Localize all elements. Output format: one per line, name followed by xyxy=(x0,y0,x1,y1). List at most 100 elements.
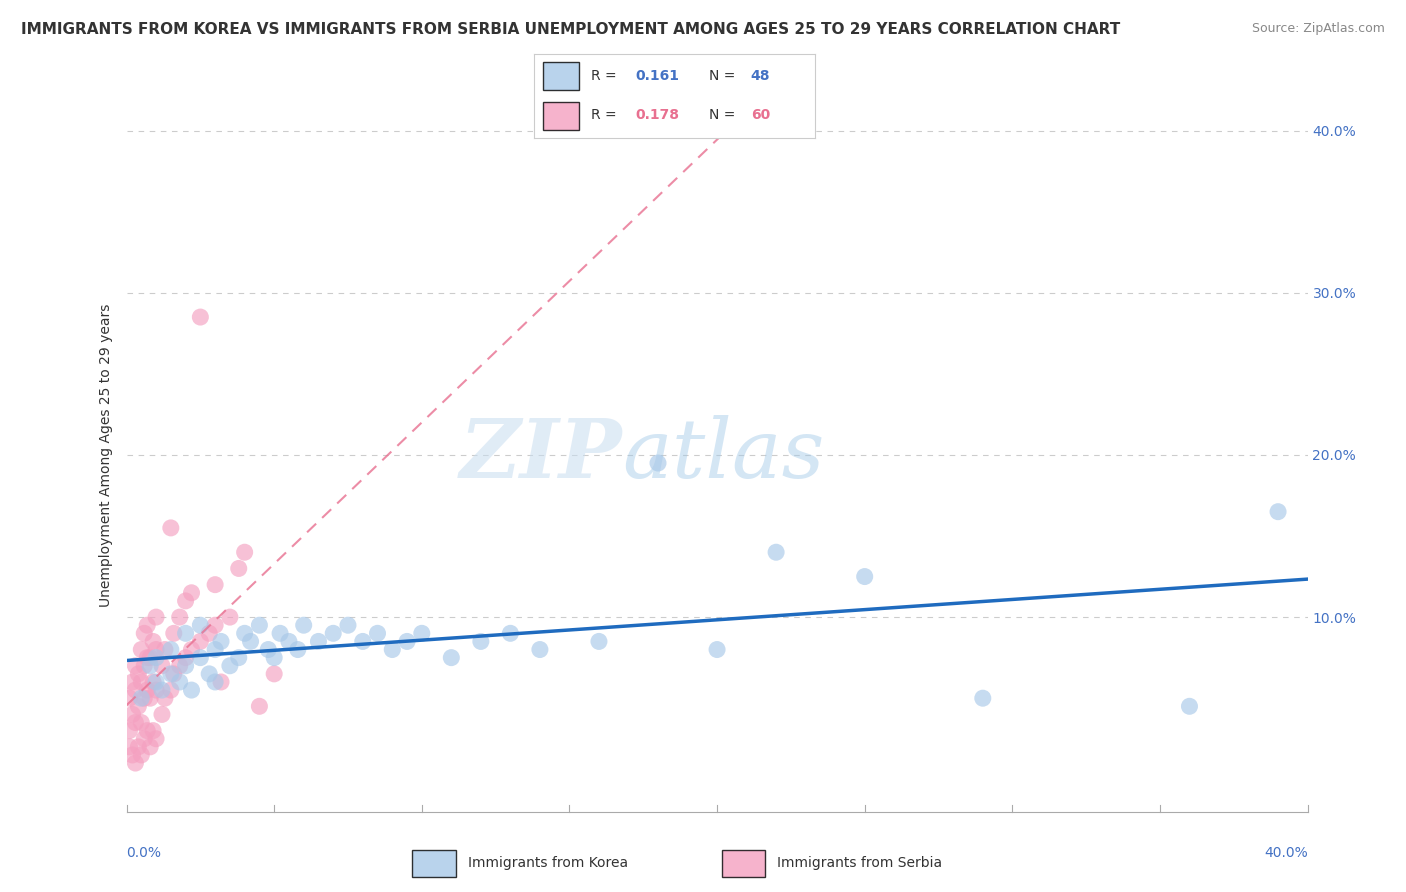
Point xyxy=(706,642,728,657)
Text: IMMIGRANTS FROM KOREA VS IMMIGRANTS FROM SERBIA UNEMPLOYMENT AMONG AGES 25 TO 29: IMMIGRANTS FROM KOREA VS IMMIGRANTS FROM… xyxy=(21,22,1121,37)
Point xyxy=(159,683,183,698)
Point xyxy=(263,650,285,665)
Point xyxy=(247,618,270,632)
Text: 48: 48 xyxy=(751,69,770,83)
Point xyxy=(228,650,250,665)
Point xyxy=(470,634,492,648)
Point xyxy=(127,666,149,681)
Point xyxy=(153,691,176,706)
Point xyxy=(257,642,280,657)
Point xyxy=(180,642,202,657)
Point xyxy=(139,658,162,673)
Point xyxy=(169,610,191,624)
Point xyxy=(1267,505,1289,519)
Text: N =: N = xyxy=(709,69,740,83)
Point xyxy=(174,626,197,640)
Point xyxy=(239,634,262,648)
Point xyxy=(247,699,270,714)
Point xyxy=(124,715,146,730)
Text: atlas: atlas xyxy=(623,415,825,495)
Point xyxy=(588,634,610,648)
Point xyxy=(121,675,143,690)
Text: N =: N = xyxy=(709,109,740,122)
Text: Source: ZipAtlas.com: Source: ZipAtlas.com xyxy=(1251,22,1385,36)
Point xyxy=(129,715,153,730)
Point xyxy=(129,675,153,690)
Point xyxy=(136,650,159,665)
Point xyxy=(139,650,162,665)
Point xyxy=(204,618,226,632)
Point xyxy=(529,642,551,657)
Point xyxy=(169,658,191,673)
Point xyxy=(269,626,291,640)
Point xyxy=(145,650,167,665)
Point xyxy=(163,626,186,640)
Point xyxy=(163,666,186,681)
Point xyxy=(139,739,162,754)
Point xyxy=(136,618,159,632)
Point xyxy=(145,642,167,657)
Point xyxy=(366,626,388,640)
FancyBboxPatch shape xyxy=(543,62,579,90)
Point xyxy=(287,642,309,657)
Point xyxy=(150,683,173,698)
Point xyxy=(129,691,153,706)
Point xyxy=(972,691,994,706)
Point xyxy=(853,569,876,583)
Point xyxy=(765,545,787,559)
Text: 0.0%: 0.0% xyxy=(127,847,162,860)
Text: 0.161: 0.161 xyxy=(636,69,679,83)
Point xyxy=(233,545,256,559)
Point xyxy=(396,634,419,648)
Point xyxy=(198,666,221,681)
Point xyxy=(142,723,165,738)
Text: 40.0%: 40.0% xyxy=(1264,847,1308,860)
Point xyxy=(134,626,156,640)
Point xyxy=(118,739,141,754)
Point xyxy=(145,610,167,624)
Point xyxy=(188,634,211,648)
Point xyxy=(118,723,141,738)
Point xyxy=(127,739,149,754)
Point xyxy=(1178,699,1201,714)
Point xyxy=(228,561,250,575)
Point xyxy=(647,456,669,470)
Point xyxy=(150,658,173,673)
Point xyxy=(278,634,301,648)
Point xyxy=(188,310,211,324)
Point xyxy=(174,650,197,665)
Point xyxy=(136,683,159,698)
Point xyxy=(174,594,197,608)
Text: R =: R = xyxy=(591,109,620,122)
Text: 0.178: 0.178 xyxy=(636,109,679,122)
Point xyxy=(381,642,404,657)
Point xyxy=(169,675,191,690)
Point xyxy=(322,626,344,640)
Point xyxy=(499,626,522,640)
Point xyxy=(136,723,159,738)
Point xyxy=(198,626,221,640)
Point xyxy=(150,707,173,722)
Point xyxy=(188,618,211,632)
Point xyxy=(124,683,146,698)
Point xyxy=(233,626,256,640)
Point xyxy=(263,666,285,681)
Point xyxy=(411,626,433,640)
FancyBboxPatch shape xyxy=(543,102,579,130)
Point xyxy=(121,747,143,762)
Text: Immigrants from Serbia: Immigrants from Serbia xyxy=(778,856,942,870)
Point xyxy=(352,634,374,648)
Point xyxy=(292,618,315,632)
Point xyxy=(174,658,197,673)
Point xyxy=(118,691,141,706)
Point xyxy=(204,642,226,657)
Text: R =: R = xyxy=(591,69,620,83)
Point xyxy=(204,675,226,690)
Point xyxy=(145,675,167,690)
Point xyxy=(180,586,202,600)
Point xyxy=(124,756,146,770)
Point xyxy=(337,618,360,632)
Point xyxy=(209,675,232,690)
Point xyxy=(145,683,167,698)
Point xyxy=(219,610,242,624)
